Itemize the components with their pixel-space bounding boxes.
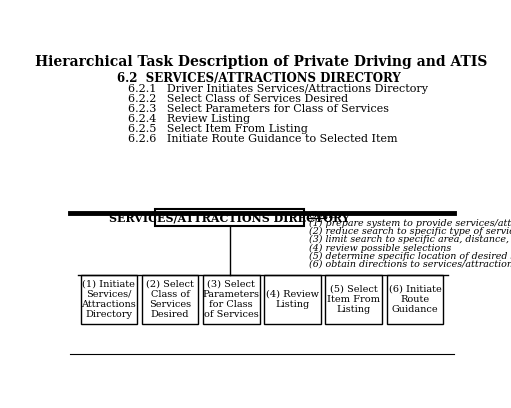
Text: (6) Initiate
Route
Guidance: (6) Initiate Route Guidance [388,284,442,314]
Text: Goals: Goals [309,211,338,220]
FancyBboxPatch shape [142,275,198,324]
Text: (5) Select
Item From
Listing: (5) Select Item From Listing [327,284,380,314]
Text: 6.2.1   Driver Initiates Services/Attractions Directory: 6.2.1 Driver Initiates Services/Attracti… [128,84,428,93]
FancyBboxPatch shape [155,209,304,226]
Text: (2) reduce search to specific type of services/attractions wanted: (2) reduce search to specific type of se… [309,227,511,236]
Text: (5) determine specific location of desired services/attractions: (5) determine specific location of desir… [309,251,511,261]
Text: 6.2.6   Initiate Route Guidance to Selected Item: 6.2.6 Initiate Route Guidance to Selecte… [128,134,398,144]
Text: Hierarchical Task Description of Private Driving and ATIS: Hierarchical Task Description of Private… [35,55,487,69]
FancyBboxPatch shape [387,275,443,324]
Text: (4) Review
Listing: (4) Review Listing [266,290,319,309]
Text: (4) review possible selections: (4) review possible selections [309,244,451,253]
Text: (3) Select
Parameters
for Class
of Services: (3) Select Parameters for Class of Servi… [203,279,260,319]
Text: 6.2.4   Review Listing: 6.2.4 Review Listing [128,114,250,124]
FancyBboxPatch shape [264,275,321,324]
Text: (1) prepare system to provide services/attractions listing: (1) prepare system to provide services/a… [309,219,511,228]
Text: 6.2.2   Select Class of Services Desired: 6.2.2 Select Class of Services Desired [128,93,349,104]
FancyBboxPatch shape [203,275,260,324]
FancyBboxPatch shape [81,275,137,324]
Text: (6) obtain directions to services/attractions: (6) obtain directions to services/attrac… [309,259,511,268]
Text: (2) Select
Class of
Services
Desired: (2) Select Class of Services Desired [146,279,194,319]
Text: (1) Initiate
Services/
Attractions
Directory: (1) Initiate Services/ Attractions Direc… [81,279,136,319]
Text: 6.2  SERVICES/ATTRACTIONS DIRECTORY: 6.2 SERVICES/ATTRACTIONS DIRECTORY [117,72,400,85]
FancyBboxPatch shape [326,275,382,324]
Text: (3) limit search to specific area, distance, or other characteristic: (3) limit search to specific area, dista… [309,235,511,244]
Text: 6.2.3   Select Parameters for Class of Services: 6.2.3 Select Parameters for Class of Ser… [128,104,389,114]
Text: SERVICES/ATTRACTIONS DIRECTORY: SERVICES/ATTRACTIONS DIRECTORY [109,212,350,223]
Text: 6.2.5   Select Item From Listing: 6.2.5 Select Item From Listing [128,124,308,134]
